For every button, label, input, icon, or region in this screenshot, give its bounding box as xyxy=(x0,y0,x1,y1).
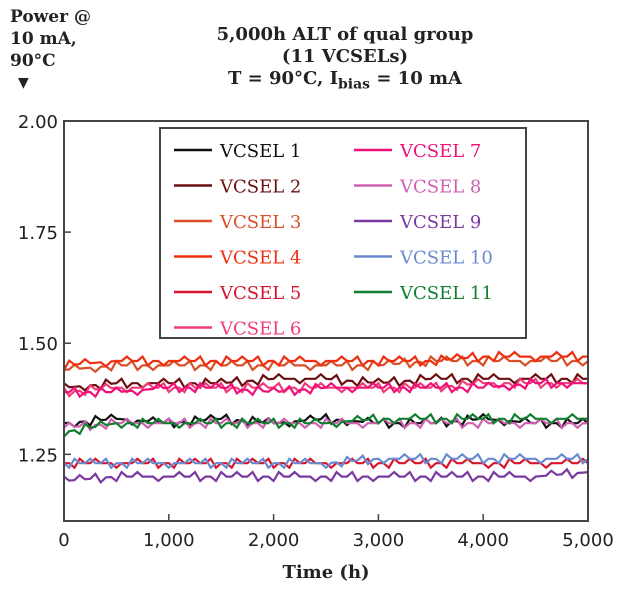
series-line-4 xyxy=(63,350,589,371)
series-line-11 xyxy=(63,412,589,438)
legend-label: VCSEL 2 xyxy=(219,177,301,198)
chart-subtitle: T = 90°C, Ibias = 10 mA xyxy=(150,68,540,96)
series-line-8 xyxy=(63,417,589,432)
y-tick-label: 2.00 xyxy=(18,112,58,133)
series-line-9 xyxy=(63,467,589,485)
title-line: (11 VCSELs) xyxy=(281,46,409,67)
legend-label: VCSEL 11 xyxy=(399,283,493,304)
subtitle-prefix: T = 90°C, I xyxy=(227,68,338,89)
legend-label: VCSEL 6 xyxy=(219,319,301,340)
x-tick-label: 5,000 xyxy=(562,530,614,551)
y-label-line: Power @ xyxy=(10,7,91,27)
subtitle-suffix: = 10 mA xyxy=(370,68,463,89)
plot-frame xyxy=(63,120,589,522)
series-line-1 xyxy=(63,412,589,430)
series-line-10 xyxy=(63,452,589,470)
legend-label: VCSEL 1 xyxy=(219,141,301,162)
subtitle-subscript: bias xyxy=(338,76,371,93)
legend-label: VCSEL 8 xyxy=(399,177,481,198)
down-arrow-icon: ▼ xyxy=(18,75,29,91)
legend-label: VCSEL 7 xyxy=(399,141,481,162)
y-axis-label: Power @ 10 mA, 90°C ▼ xyxy=(10,6,91,94)
series-line-5 xyxy=(64,457,589,470)
y-label-line: 10 mA, xyxy=(10,29,77,49)
y-label-line: 90°C xyxy=(10,51,56,71)
y-tick-label: 1.75 xyxy=(18,223,58,244)
series-line-2 xyxy=(63,372,589,392)
legend-box xyxy=(159,127,527,339)
x-tick-label: 1,000 xyxy=(143,530,195,551)
x-tick-label: 4,000 xyxy=(457,530,509,551)
title-line: 5,000h ALT of qual group xyxy=(216,24,474,45)
series-line-7 xyxy=(64,377,589,399)
legend-label: VCSEL 3 xyxy=(219,212,301,233)
series-line-3 xyxy=(63,354,589,374)
x-tick-label: 3,000 xyxy=(353,530,405,551)
y-tick-label: 1.25 xyxy=(18,445,58,466)
x-tick-label: 2,000 xyxy=(248,530,300,551)
chart-title: 5,000h ALT of qual group (11 VCSELs) T =… xyxy=(150,24,540,96)
y-tick-label: 1.50 xyxy=(18,334,58,355)
legend-label: VCSEL 4 xyxy=(219,248,301,269)
legend-label: VCSEL 10 xyxy=(399,248,493,269)
x-axis-label: Time (h) xyxy=(282,562,369,583)
legend-label: VCSEL 9 xyxy=(399,212,481,233)
legend-label: VCSEL 5 xyxy=(219,283,301,304)
x-tick-label: 0 xyxy=(58,530,69,551)
